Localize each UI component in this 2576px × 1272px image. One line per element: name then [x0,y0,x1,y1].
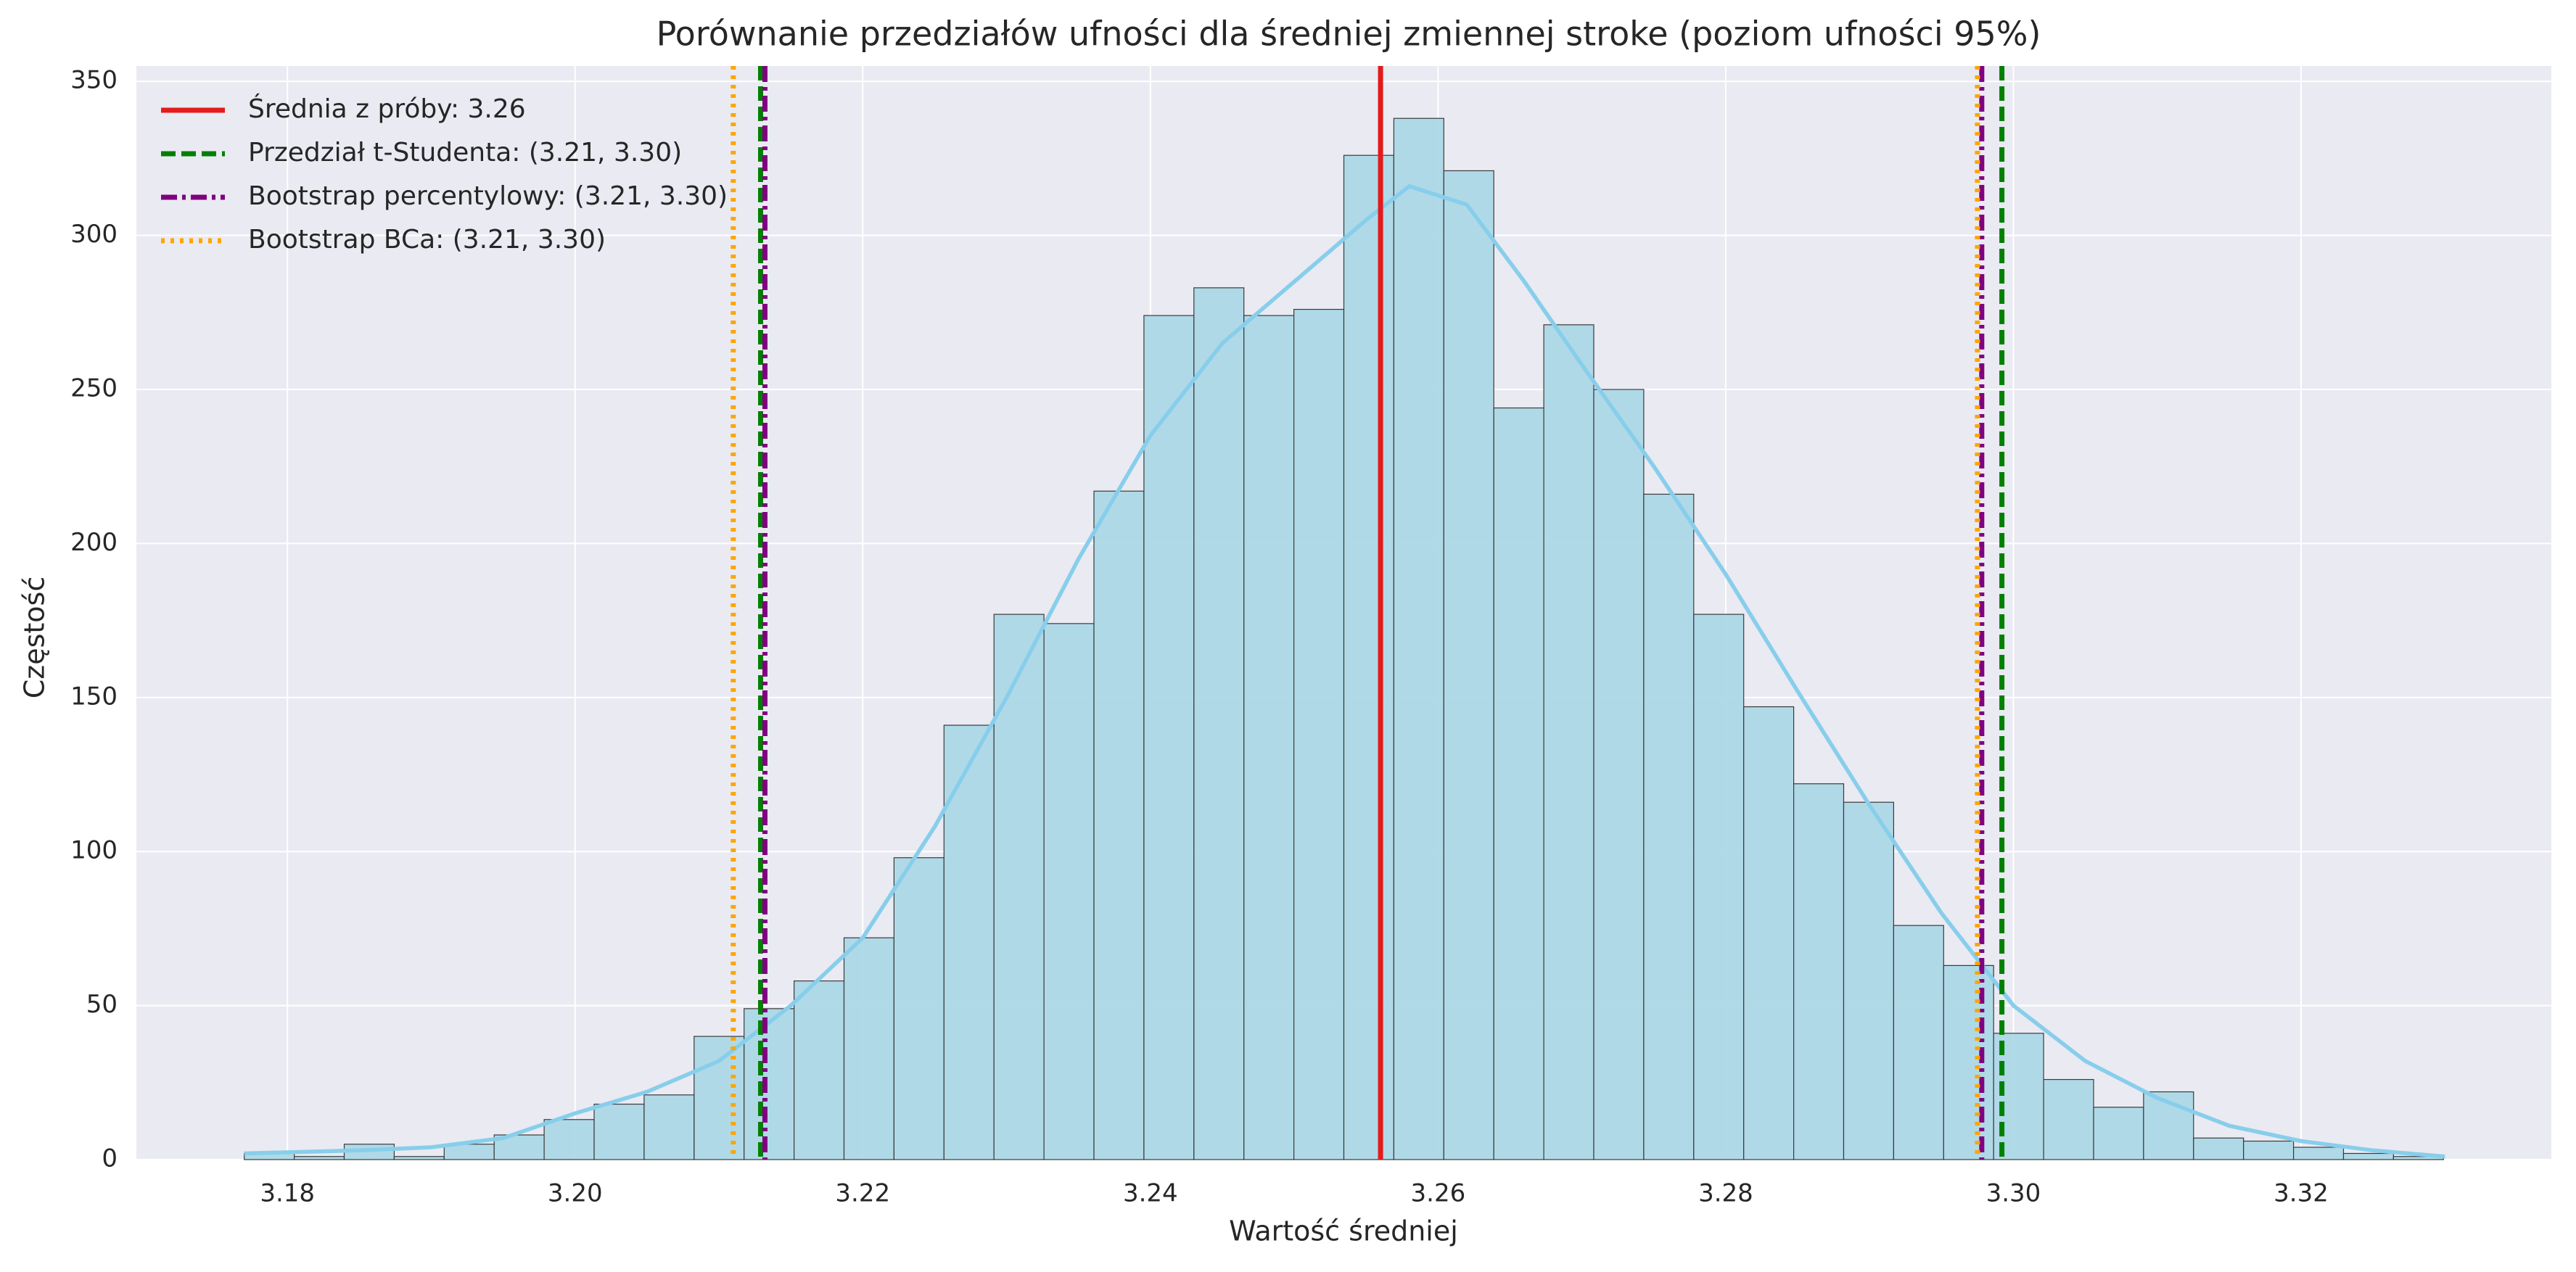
histogram-bar [694,1036,745,1160]
y-tick-label: 0 [102,1144,118,1173]
y-tick-label: 200 [70,528,118,557]
x-tick-label: 3.32 [2273,1179,2329,1208]
histogram-bar [2292,1147,2345,1160]
histogram-bar [393,1156,445,1160]
histogram-bar [1093,490,1145,1160]
y-tick-label: 300 [70,220,118,249]
kde-line [244,183,2445,1159]
histogram-bar [2043,1078,2094,1160]
y-tick-label: 350 [70,66,118,95]
histogram-bar [993,614,1045,1160]
x-tick-label: 3.20 [548,1179,603,1208]
x-tick-label: 3.24 [1123,1179,1178,1208]
legend: Średnia z próby: 3.26 Przedział t-Student… [161,94,728,255]
histogram-bar [893,857,945,1160]
x-tick-label: 3.22 [835,1179,890,1208]
histogram-bar [1443,170,1494,1160]
y-tick-label: 100 [70,836,118,865]
x-tick-label: 3.26 [1411,1179,1466,1208]
histogram-bar [543,1119,595,1160]
histogram-bar [794,980,845,1160]
histogram-bar [1993,1033,2044,1160]
histogram-bar [1743,706,1795,1160]
histogram-bar [1293,308,1345,1160]
histogram-bar [1643,493,1695,1160]
legend-label: Przedział t-Studenta: (3.21, 3.30) [248,138,682,168]
histogram-bar [1243,315,1295,1160]
histogram-bar [294,1156,345,1160]
histogram-bar [2093,1107,2144,1160]
legend-label: Bootstrap BCa: (3.21, 3.30) [248,225,606,255]
histogram-bar [1343,154,1394,1160]
legend-label: Bootstrap percentylowy: (3.21, 3.30) [248,181,728,211]
histogram-bar [744,1008,795,1160]
histogram-bar [1193,287,1245,1160]
histogram-bar [843,937,895,1160]
y-tick-label: 50 [86,990,118,1019]
histogram-bar [1943,965,1994,1160]
x-tick-label: 3.18 [260,1179,315,1208]
histogram-bar [943,724,995,1160]
x-axis-label: Wartość średniej [1229,1215,1458,1247]
x-tick-label: 3.30 [1986,1179,2041,1208]
histogram-bar [1143,315,1195,1160]
histogram-bar [1043,623,1095,1160]
y-axis-label: Częstość [19,577,51,699]
histogram-bar [643,1094,695,1160]
histogram-bar [2342,1152,2394,1160]
legend-label: Średnia z próby: 3.26 [248,94,526,124]
y-tick-label: 250 [70,374,118,403]
histogram-bar [1543,324,1594,1160]
x-tick-label: 3.28 [1698,1179,1753,1208]
histogram-bar [1693,614,1745,1160]
histogram-bar [1393,117,1444,1160]
histogram-bar [1843,801,1894,1160]
histogram-bar [1493,407,1544,1160]
histogram-bar [1893,925,1944,1160]
chart-title: Porównanie przedziałów ufności dla średn… [657,15,2041,54]
histogram-bar [2193,1137,2244,1160]
histogram-bar [1593,389,1645,1160]
y-tick-label: 150 [70,682,118,711]
histogram-bar [2243,1140,2295,1160]
histogram-bar [593,1103,645,1160]
histogram-bar [1793,783,1845,1160]
